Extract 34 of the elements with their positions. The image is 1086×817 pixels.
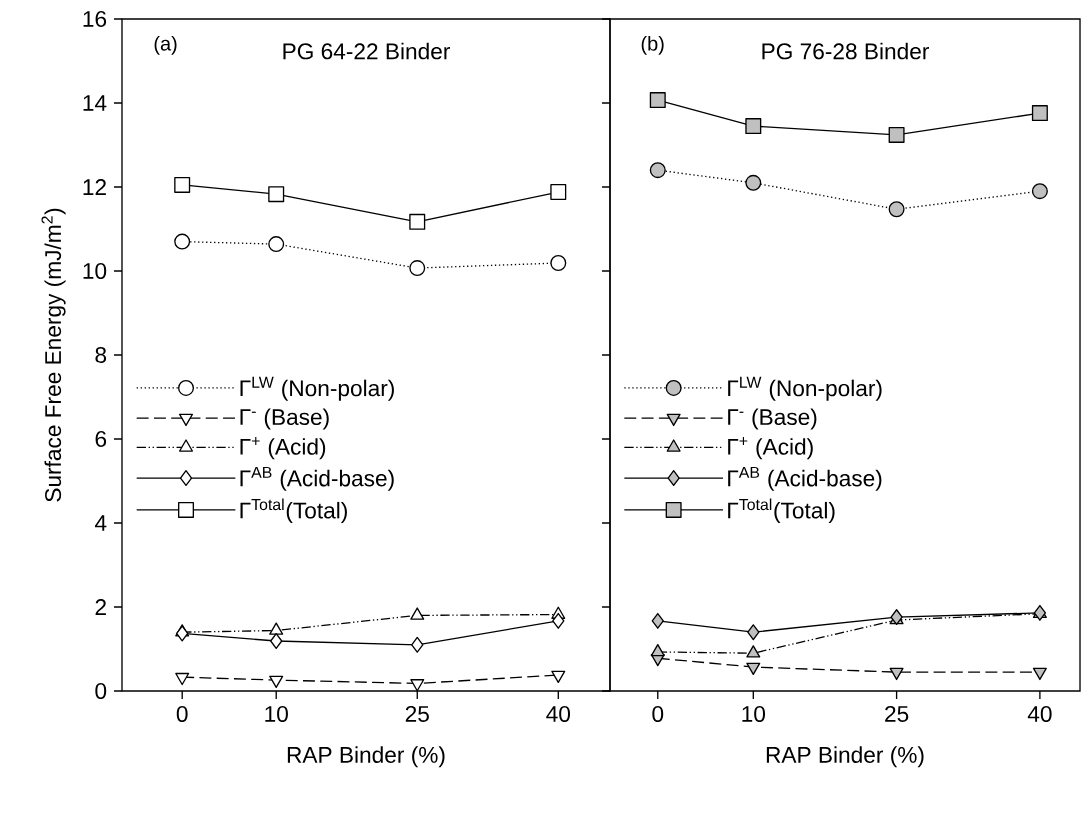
y-tick-label: 16 — [83, 10, 107, 28]
legend-label: Γ$^{LW}$ (Non-polar) — [728, 376, 882, 401]
legend-label: Γ$^{AB}$ (Acid-base) — [728, 466, 882, 491]
text: PG 64-22 Binder — [283, 42, 451, 60]
x-tick-label: 10 — [742, 705, 766, 722]
legend-label: Γ$^{Total}$(Total) — [240, 498, 347, 524]
x-tick-label: 0 — [176, 705, 188, 722]
x-axis-title: RAP Binder (%) — [766, 746, 924, 768]
x-tick-label: 25 — [885, 705, 909, 722]
x-tick-label: 0 — [652, 705, 664, 722]
annotation: (b) — [641, 36, 664, 55]
legend-label: Γ$^{AB}$ (Acid-base) — [240, 466, 394, 491]
x-tick-label: 25 — [405, 705, 429, 722]
y-tick-label: 6 — [95, 430, 107, 448]
legend-label: Γ$^{+}$ (Acid) — [240, 437, 326, 460]
x-axis-title: RAP Binder (%) — [287, 746, 445, 768]
y-tick-label: 0 — [95, 682, 107, 700]
y-tick-label: 12 — [83, 179, 106, 195]
y-tick-label: 14 — [83, 95, 107, 111]
legend-label: Γ$^{-}$ (Base) — [728, 408, 817, 430]
legend-label: Γ$^{+}$ (Acid) — [728, 437, 813, 460]
legend-label: Γ$^{LW}$ (Non-polar) — [240, 376, 394, 401]
y-tick-label: 4 — [94, 515, 107, 531]
legend-label: Γ$^{-}$ (Base) — [240, 408, 329, 430]
x-tick-label: 40 — [546, 705, 571, 722]
y-tick-label: 8 — [95, 346, 107, 364]
x-tick-label: 40 — [1027, 705, 1052, 722]
y-tick-label: 10 — [83, 262, 107, 280]
annotation: (a) — [154, 36, 177, 55]
y-tick-label: 2 — [95, 599, 106, 615]
y-axis-title: Surface Free Energy (mJ/m$^{2}$) — [41, 208, 66, 502]
x-tick-label: 10 — [265, 705, 288, 722]
text: PG 76-28 Binder — [762, 42, 930, 60]
legend-label: Γ$^{Total}$(Total) — [728, 498, 835, 524]
